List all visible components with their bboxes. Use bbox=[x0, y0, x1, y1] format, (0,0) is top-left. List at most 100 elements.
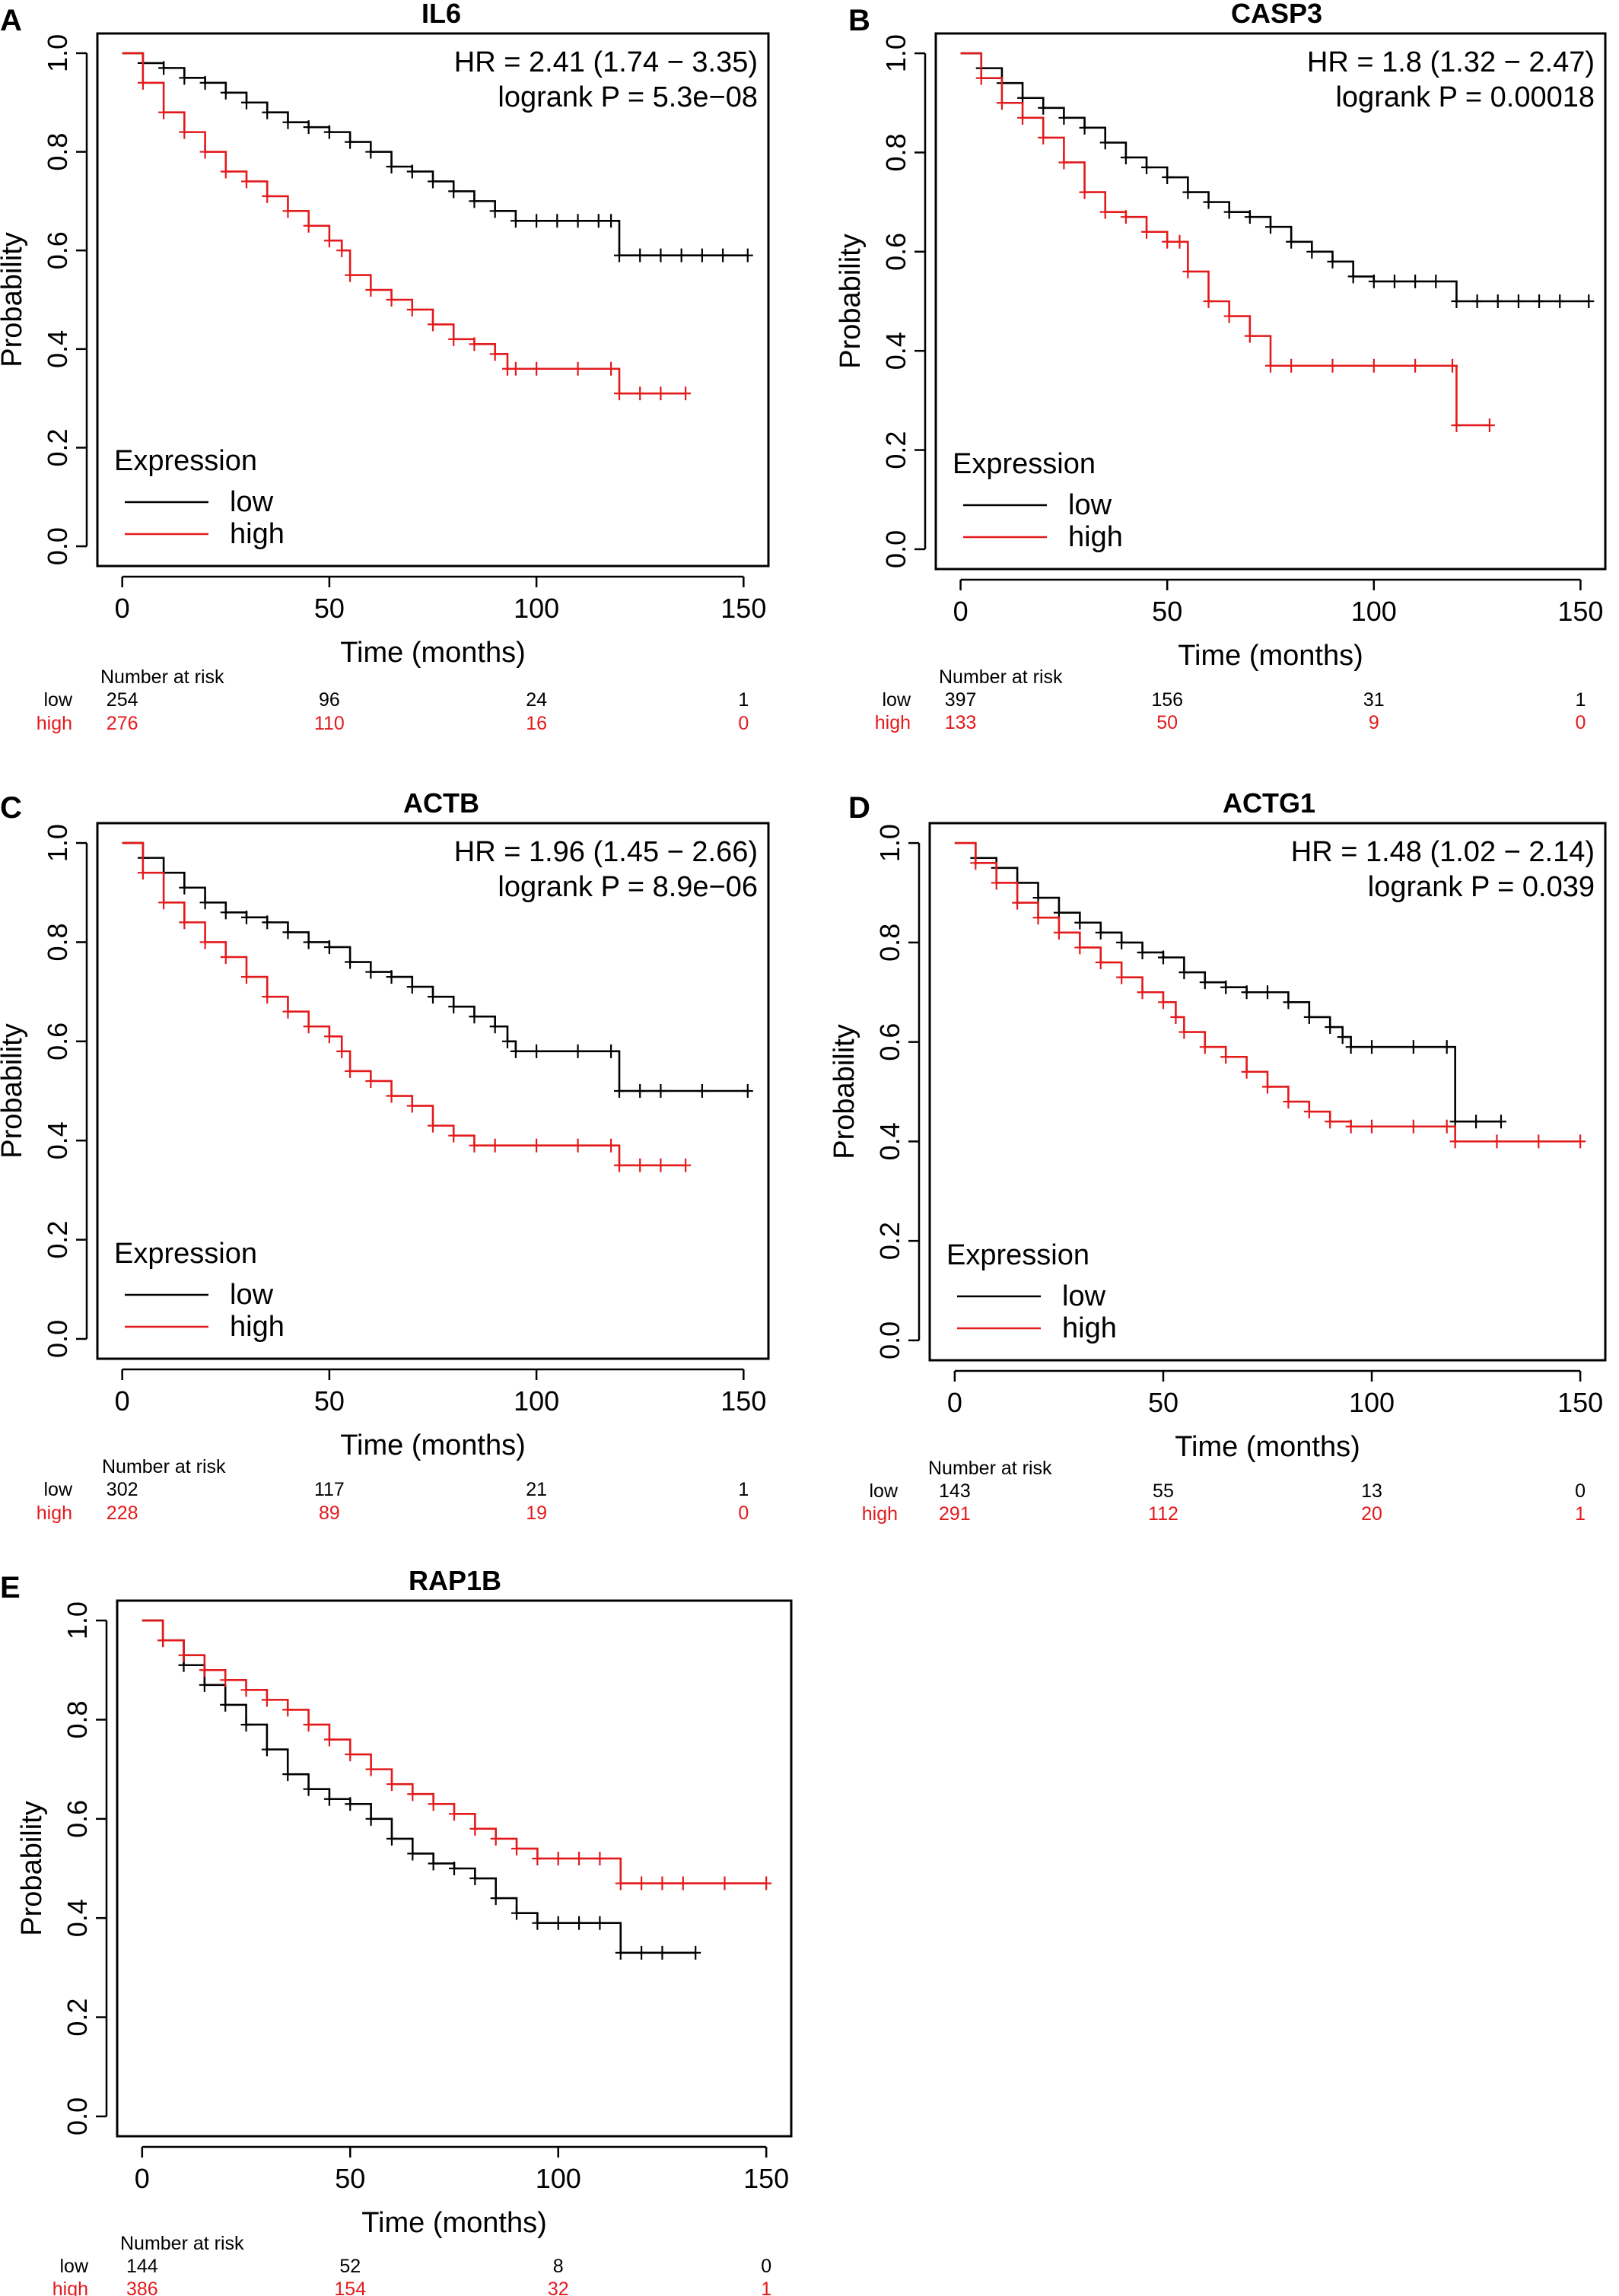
risk-value: 143 bbox=[939, 1480, 971, 1502]
series-high-censor-mark bbox=[1265, 358, 1276, 373]
series-low-censor-mark bbox=[1095, 925, 1106, 940]
series-low-censor-mark bbox=[614, 1084, 625, 1098]
series-low-censor-mark bbox=[1141, 161, 1153, 174]
series-high-censor-mark bbox=[1575, 1134, 1586, 1149]
risk-value: 276 bbox=[107, 713, 138, 734]
x-tick-label: 100 bbox=[1351, 596, 1397, 627]
legend-label-low: low bbox=[230, 486, 274, 518]
y-tick-label: 0.8 bbox=[62, 1700, 93, 1738]
series-high-censor-mark bbox=[1262, 1080, 1273, 1094]
series-low-censor-mark bbox=[1327, 254, 1338, 269]
series-low-censor-mark bbox=[655, 1084, 666, 1098]
legend-label-high: high bbox=[230, 1311, 285, 1343]
series-high-censor-mark bbox=[680, 386, 692, 401]
x-tick-label: 100 bbox=[536, 2163, 581, 2194]
y-tick-label: 0.6 bbox=[42, 1022, 73, 1061]
series-low-censor-mark bbox=[407, 1846, 418, 1861]
series-high-censor-mark bbox=[594, 1851, 606, 1865]
risk-value: 144 bbox=[126, 2256, 158, 2277]
risk-value: 1 bbox=[738, 1479, 749, 1500]
risk-row-label: high bbox=[37, 713, 72, 734]
series-high-censor-mark bbox=[606, 361, 617, 376]
x-axis-label: Time (months) bbox=[361, 2207, 547, 2239]
x-tick-label: 100 bbox=[1349, 1387, 1395, 1418]
risk-value: 19 bbox=[526, 1503, 547, 1524]
series-low-censor-mark bbox=[1554, 294, 1566, 308]
series-high-censor-mark bbox=[345, 268, 356, 282]
risk-value: 32 bbox=[548, 2279, 569, 2296]
series-high-censor-mark bbox=[240, 1683, 252, 1697]
series-low-censor-mark bbox=[345, 955, 356, 969]
y-tick-label: 0.0 bbox=[874, 1321, 905, 1359]
series-high-censor-mark bbox=[614, 386, 625, 401]
risk-table-header: Number at risk bbox=[120, 2233, 244, 2254]
series-high-censor-mark bbox=[1283, 1095, 1294, 1109]
y-tick-label: 0.6 bbox=[42, 231, 73, 269]
x-tick-label: 0 bbox=[115, 593, 130, 624]
risk-value: 154 bbox=[334, 2279, 366, 2296]
series-low-censor-mark bbox=[1074, 915, 1086, 930]
risk-value: 31 bbox=[1363, 689, 1385, 711]
series-low-censor-mark bbox=[1325, 1020, 1336, 1035]
series-high-censor-mark bbox=[655, 386, 666, 401]
x-tick-label: 150 bbox=[720, 593, 766, 624]
risk-row-label: low bbox=[869, 1480, 898, 1502]
series-low-censor-mark bbox=[1220, 980, 1232, 994]
series-high-censor-mark bbox=[137, 75, 148, 90]
y-tick-label: 0.6 bbox=[874, 1023, 905, 1061]
series-low-censor-mark bbox=[489, 1019, 501, 1034]
x-tick-label: 150 bbox=[720, 1385, 766, 1417]
chart-title: CASP3 bbox=[1231, 0, 1322, 29]
y-tick-label: 1.0 bbox=[42, 34, 73, 72]
series-low-censor-mark bbox=[323, 940, 335, 954]
series-low-censor-mark bbox=[428, 990, 438, 1004]
panel-e: E RAP1B 0 50 100 150 Time (months) 0.0 0.2 0.4 0.6… bbox=[0, 1565, 793, 2296]
plot-frame bbox=[934, 32, 1607, 571]
series-low-censor-mark bbox=[1410, 274, 1421, 288]
panel-letter: D bbox=[848, 791, 870, 825]
series-high-censor-mark bbox=[469, 1138, 480, 1153]
series-high-censor-mark bbox=[1410, 358, 1421, 373]
series-low-censor-mark bbox=[1241, 985, 1252, 1000]
risk-value: 397 bbox=[945, 689, 977, 711]
series-high-censor-mark bbox=[282, 204, 294, 218]
series-low-censor-mark bbox=[428, 1856, 439, 1871]
series-low-censor-mark bbox=[1388, 274, 1400, 288]
series-high-censor-mark bbox=[303, 218, 314, 233]
series-low-censor-mark bbox=[502, 1034, 513, 1048]
y-tick-label: 0.6 bbox=[62, 1800, 93, 1838]
series-low-censor-mark bbox=[469, 194, 480, 208]
series-low-censor-mark bbox=[635, 1084, 646, 1098]
risk-value: 96 bbox=[319, 689, 340, 711]
series-low-censor-mark bbox=[220, 85, 231, 100]
series-low-censor-mark bbox=[717, 248, 729, 262]
series-high-censor-mark bbox=[1120, 210, 1131, 224]
series-high-censor-mark bbox=[199, 1663, 210, 1677]
series-high-censor-mark bbox=[1095, 956, 1106, 970]
series-high-censor-mark bbox=[1484, 418, 1495, 432]
series-high-censor-mark bbox=[552, 1851, 564, 1865]
legend-label-high: high bbox=[1068, 521, 1123, 553]
series-low-censor-mark bbox=[158, 61, 170, 75]
risk-value: 1 bbox=[761, 2279, 771, 2296]
series-low-censor-mark bbox=[262, 915, 273, 930]
y-tick-label: 0.8 bbox=[874, 924, 905, 962]
y-tick-label: 0.6 bbox=[880, 233, 911, 271]
series-high-curve bbox=[142, 1619, 767, 1884]
series-high-censor-mark bbox=[448, 332, 460, 346]
series-high-censor-mark bbox=[365, 1073, 377, 1088]
series-low-censor-mark bbox=[657, 1945, 668, 1960]
series-high-censor-mark bbox=[428, 1118, 438, 1133]
series-high-censor-mark bbox=[606, 1138, 617, 1153]
risk-value: 21 bbox=[526, 1479, 547, 1500]
series-high-censor-mark bbox=[615, 1876, 626, 1891]
series-high-censor-mark bbox=[158, 105, 170, 119]
chart-title: IL6 bbox=[421, 0, 461, 29]
series-low-censor-mark bbox=[220, 1697, 231, 1712]
series-low-censor-mark bbox=[365, 1811, 377, 1826]
series-high-censor-mark bbox=[336, 1044, 348, 1058]
risk-value: 55 bbox=[1153, 1480, 1174, 1502]
series-low-censor-mark bbox=[240, 1717, 252, 1732]
legend-label-low: low bbox=[1068, 489, 1112, 521]
series-low-censor-mark bbox=[1162, 170, 1173, 185]
